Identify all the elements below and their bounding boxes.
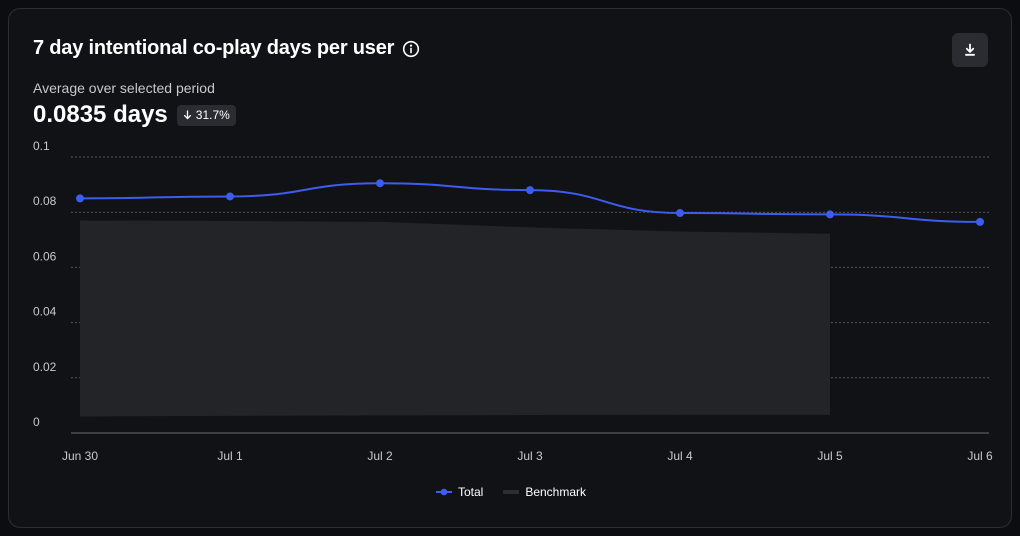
chart-card: 7 day intentional co-play days per user … — [8, 8, 1012, 528]
download-icon — [965, 43, 975, 56]
title-row: 7 day intentional co-play days per user — [33, 37, 420, 60]
x-tick-label: Jul 3 — [517, 449, 543, 463]
y-tick-label: 0 — [33, 415, 40, 429]
x-tick-label: Jul 2 — [367, 449, 393, 463]
benchmark-area — [80, 220, 830, 417]
legend-item-total[interactable]: Total — [435, 485, 484, 499]
total-point-4 — [676, 209, 684, 218]
y-tick-label: 0.08 — [33, 194, 57, 208]
download-button[interactable] — [952, 33, 988, 67]
x-tick-label: Jul 4 — [667, 449, 693, 463]
delta-value: 31.7% — [195, 108, 230, 122]
x-tick-label: Jul 6 — [967, 449, 993, 463]
total-point-3 — [526, 186, 534, 195]
y-tick-label: 0.02 — [33, 360, 57, 374]
chart-legend: Total Benchmark — [9, 485, 1013, 499]
legend-swatch-total — [435, 488, 452, 496]
summary-label: Average over selected period — [33, 80, 215, 96]
legend-label-total: Total — [457, 485, 484, 499]
total-point-1 — [226, 192, 234, 201]
total-point-0 — [76, 194, 84, 203]
total-point-2 — [376, 179, 384, 188]
metric-value: 0.0835 days — [33, 101, 168, 128]
y-tick-label: 0.04 — [33, 305, 57, 319]
y-tick-label: 0.06 — [33, 249, 57, 263]
chart-title: 7 day intentional co-play days per user — [33, 37, 395, 59]
delta-badge: 31.7% — [176, 104, 236, 126]
legend-item-benchmark[interactable]: Benchmark — [503, 485, 586, 499]
arrow-down-icon — [183, 110, 191, 120]
x-tick-label: Jul 5 — [817, 449, 843, 463]
legend-label-benchmark: Benchmark — [525, 485, 587, 499]
x-tick-label: Jul 1 — [217, 449, 243, 463]
summary-metric: 0.0835 days 31.7% — [33, 101, 236, 129]
x-tick-label: Jun 30 — [62, 449, 98, 463]
line-chart: 0 0.02 0.04 0.06 0.08 0.1 Jun 30 Jul 1 Jul 2 Jul … — [33, 139, 993, 463]
total-point-6 — [976, 217, 984, 226]
info-icon[interactable] — [402, 40, 420, 58]
y-tick-label: 0.1 — [33, 139, 50, 153]
total-point-5 — [826, 210, 834, 219]
legend-swatch-benchmark — [503, 490, 520, 494]
